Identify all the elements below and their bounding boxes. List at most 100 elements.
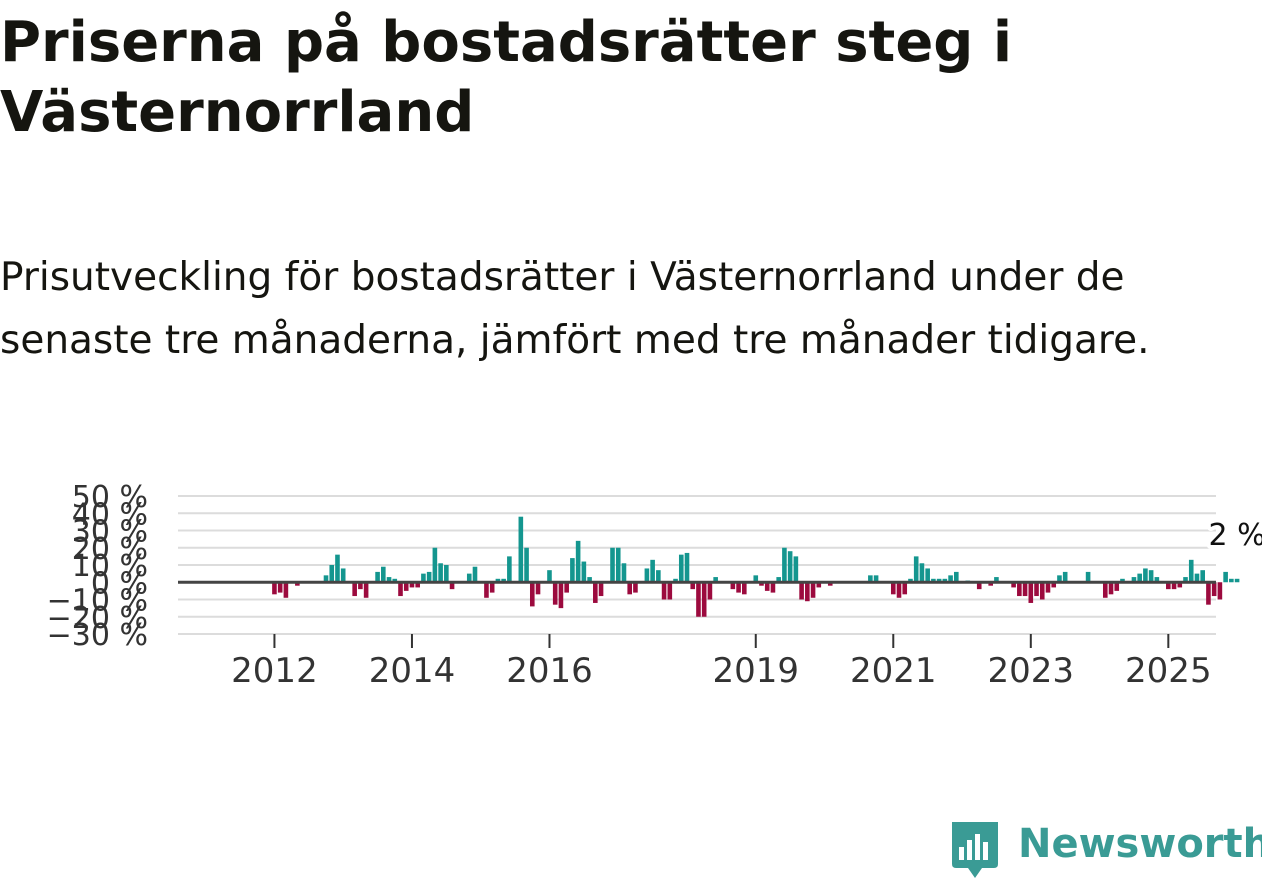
bar bbox=[644, 568, 650, 583]
bar bbox=[375, 571, 380, 583]
bar bbox=[1034, 582, 1039, 597]
bar bbox=[432, 547, 438, 583]
bar bbox=[295, 582, 300, 586]
bar bbox=[667, 582, 673, 600]
bar bbox=[598, 582, 604, 597]
bar bbox=[1011, 582, 1016, 588]
bar bbox=[438, 563, 443, 583]
bar bbox=[1017, 582, 1022, 597]
bar bbox=[495, 578, 501, 583]
newsworthy-logo-icon bbox=[952, 822, 998, 878]
bar bbox=[908, 578, 913, 583]
bar bbox=[827, 582, 833, 586]
bar bbox=[730, 582, 736, 590]
bar bbox=[805, 582, 810, 602]
bar bbox=[1062, 571, 1068, 583]
y-tick-label: −30 % bbox=[47, 618, 148, 653]
bar bbox=[948, 575, 953, 583]
bar bbox=[484, 582, 489, 598]
bar bbox=[896, 582, 902, 598]
bar bbox=[633, 582, 638, 593]
x-tick-label: 2016 bbox=[506, 651, 593, 691]
bar bbox=[690, 582, 696, 590]
bar bbox=[868, 575, 873, 583]
bar bbox=[392, 578, 398, 583]
bar bbox=[1183, 577, 1188, 583]
bar bbox=[787, 551, 793, 583]
bar bbox=[444, 565, 449, 583]
bar bbox=[782, 547, 787, 583]
bar bbox=[1194, 573, 1200, 583]
bar bbox=[335, 554, 340, 583]
bar bbox=[593, 582, 598, 603]
x-axis-ticks: 2012 2014 2016 2019 2021 2023 2025 bbox=[178, 633, 1216, 691]
bar bbox=[678, 554, 684, 583]
x-tick-label: 2019 bbox=[712, 651, 799, 691]
bar bbox=[564, 582, 569, 593]
bar bbox=[610, 547, 615, 583]
bar bbox=[1057, 575, 1062, 583]
bar bbox=[1022, 582, 1028, 597]
bar bbox=[1085, 571, 1091, 583]
chart-title: Priserna på bostadsrätter steg i Västern… bbox=[0, 10, 1013, 145]
bar bbox=[352, 582, 357, 597]
newsworthy-logo: Newsworthy bbox=[950, 818, 1262, 880]
bar bbox=[1211, 582, 1217, 597]
bar bbox=[381, 566, 386, 583]
y-tick-label: 30 % bbox=[72, 515, 148, 550]
bar bbox=[386, 577, 392, 583]
bar bbox=[409, 582, 415, 588]
bar bbox=[627, 582, 632, 595]
bar bbox=[1114, 582, 1120, 591]
bar bbox=[363, 582, 369, 598]
x-tick-label: 2021 bbox=[850, 651, 937, 691]
bar bbox=[1217, 582, 1223, 600]
bar bbox=[1171, 582, 1177, 590]
bar bbox=[1039, 582, 1045, 600]
y-tick-label: 0 % bbox=[91, 566, 148, 601]
y-tick-label: −10 % bbox=[47, 584, 148, 619]
x-tick-label: 2014 bbox=[369, 651, 456, 691]
bar bbox=[1229, 578, 1234, 583]
bar bbox=[684, 552, 690, 583]
x-tick-label: 2023 bbox=[988, 651, 1075, 691]
bar bbox=[466, 573, 472, 583]
x-tick-label: 2025 bbox=[1125, 651, 1212, 691]
bar bbox=[988, 582, 993, 586]
bar bbox=[925, 568, 930, 583]
bar bbox=[272, 582, 277, 595]
bar bbox=[936, 578, 942, 583]
chart-subtitle: Prisutveckling för bostadsrätter i Väste… bbox=[0, 255, 1150, 363]
bar bbox=[472, 566, 478, 583]
bar bbox=[1177, 582, 1183, 588]
bar bbox=[587, 577, 592, 583]
y-tick-label: 20 % bbox=[72, 532, 148, 567]
bar bbox=[873, 575, 879, 583]
bar bbox=[489, 582, 495, 593]
bar bbox=[919, 563, 925, 583]
bar bbox=[902, 582, 908, 595]
bar bbox=[535, 582, 541, 595]
bar bbox=[403, 582, 409, 591]
bar bbox=[1234, 578, 1240, 583]
bar bbox=[764, 582, 770, 591]
bar bbox=[713, 577, 718, 583]
bar bbox=[799, 582, 804, 600]
bar bbox=[524, 547, 529, 583]
y-tick-label: −20 % bbox=[47, 601, 148, 636]
y-tick-label: 10 % bbox=[72, 549, 148, 584]
bar bbox=[507, 556, 512, 583]
x-tick-label: 2012 bbox=[231, 651, 318, 691]
bar bbox=[942, 578, 948, 583]
bar bbox=[1200, 570, 1205, 583]
bar bbox=[736, 582, 741, 593]
bar bbox=[1102, 582, 1108, 598]
bar bbox=[793, 556, 799, 583]
bar bbox=[1131, 577, 1137, 583]
bar bbox=[358, 582, 363, 590]
bar bbox=[426, 571, 432, 583]
bar bbox=[621, 563, 627, 583]
bar bbox=[994, 577, 999, 583]
bar bbox=[558, 582, 564, 609]
bar bbox=[329, 565, 335, 583]
